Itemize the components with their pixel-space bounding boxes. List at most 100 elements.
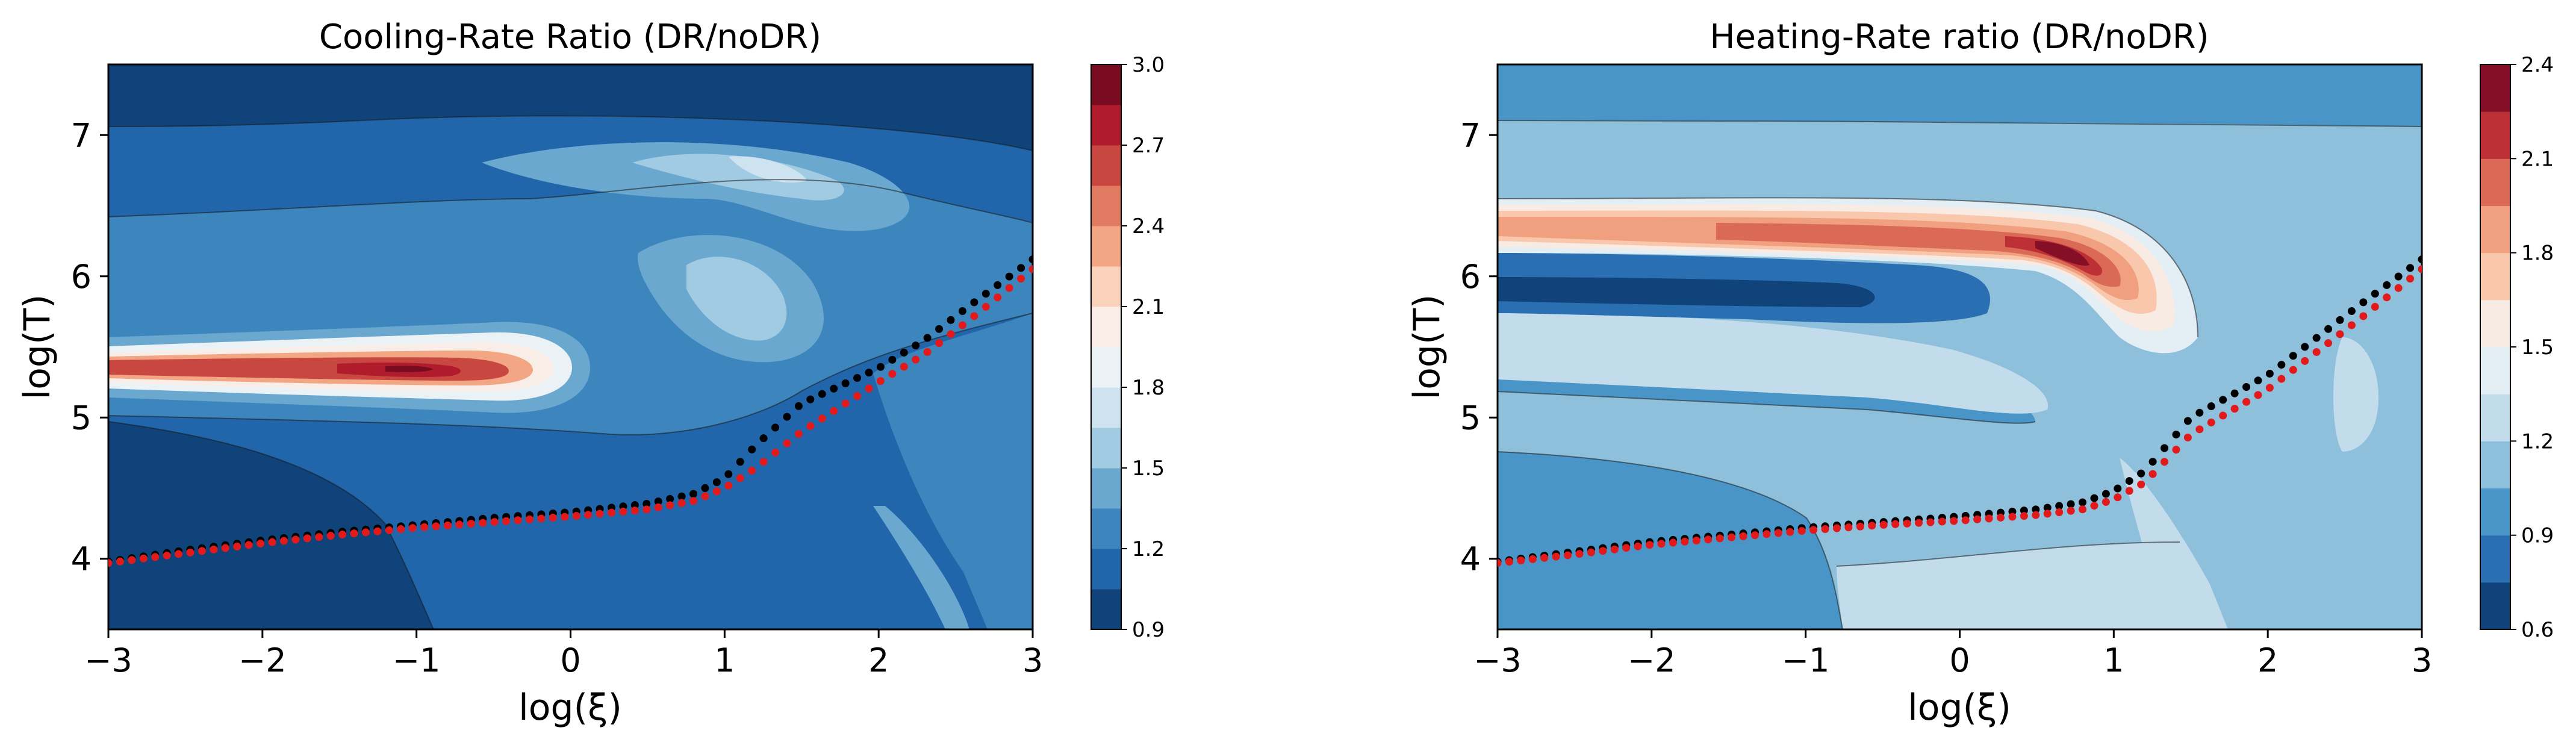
series-point [666,494,674,503]
series-point [2090,494,2098,502]
x-tick-label: 3 [1022,641,1043,679]
series-point [2125,477,2133,485]
x-tick-label: −2 [238,641,287,679]
series-point [759,434,768,443]
series-point [2008,513,2017,521]
series-point [1564,551,1572,560]
series-point [455,520,464,529]
contour-band-right-blob-core [686,257,787,341]
series-point [1704,535,1713,544]
colorbar-swatch [1091,307,1121,348]
series-point [2172,430,2180,438]
series-point [2230,405,2239,413]
series-point [947,316,955,324]
series-point [994,293,1002,302]
series-point [2195,408,2204,417]
series-point [900,363,908,371]
series-point [2043,510,2052,518]
contour-field [108,64,1033,629]
series-point [865,384,873,393]
series-point [186,548,194,557]
series-point [315,533,323,541]
x-axis-label: log(ξ) [1908,687,2011,729]
series-point [549,514,557,522]
series-point [303,534,311,543]
series-point [1774,529,1782,537]
y-tick-label: 4 [71,540,92,578]
series-point [2347,321,2356,329]
chart-title: Cooling-Rate Ratio (DR/noDR) [319,17,821,57]
series-point [514,516,522,525]
colorbar-swatch [1091,105,1121,146]
series-point [2183,433,2192,441]
series-point [958,307,966,316]
series-point [1028,255,1033,264]
colorbar-swatch [2480,111,2510,159]
series-point [2265,369,2274,378]
colorbar-swatch [2480,158,2510,206]
series-point [1669,538,1677,547]
colorbar-tick-label: 2.7 [1132,134,1165,158]
colorbar-swatch [1091,549,1121,590]
colorbar-swatch [1091,226,1121,267]
series-point [1903,519,1911,528]
series-point [771,423,780,432]
series-point [108,559,113,567]
series-point [244,541,253,549]
series-point [2090,502,2098,510]
series-point [2125,487,2133,495]
series-point [1786,528,1794,536]
series-point [1762,530,1771,538]
series-point [736,474,744,482]
series-point [630,507,639,515]
series-point [502,517,511,525]
series-point [2312,348,2321,357]
series-point [1739,532,1747,540]
series-point [116,557,124,566]
series-point [537,514,546,523]
series-point [1716,534,1724,543]
y-axis-label: log(T) [16,295,58,400]
contour-band-core-light [729,156,807,183]
series-point [2383,281,2391,289]
series-point [912,341,920,350]
series-point [2183,417,2192,425]
series-point [654,497,662,505]
colorbar-swatch [2480,441,2510,488]
series-point [572,512,580,520]
series-point [2242,398,2251,406]
series-point [1868,522,1876,530]
series-point [2055,502,2064,510]
series-point [2114,493,2122,502]
series-point [525,515,534,523]
series-point [2371,290,2379,298]
series-point [1926,518,1935,526]
series-point [608,508,616,517]
series-point [1517,557,1525,565]
series-point [361,528,370,537]
series-point [268,538,276,546]
contour-band-lightest [632,154,844,201]
series-point [2301,357,2309,365]
series-point [1498,559,1502,567]
series-point [2371,302,2379,311]
series-point [2032,511,2040,519]
series-point [2289,352,2297,360]
y-axis-label: log(T) [1406,295,1448,400]
x-tick-label: −1 [1782,641,1830,679]
x-tick-label: −2 [1628,641,1676,679]
series-point [1856,522,1864,531]
series-point [2079,498,2087,507]
series-point [677,492,686,500]
series-point [794,430,803,438]
series-point [175,550,183,558]
series-point [584,511,593,519]
series-point [151,553,160,561]
series-point [689,497,698,505]
series-point [1017,275,1025,283]
y-tick-label: 6 [1460,258,1481,296]
colorbar-swatch [2480,582,2510,630]
x-tick-label: 2 [868,641,889,679]
series-point [806,395,815,404]
